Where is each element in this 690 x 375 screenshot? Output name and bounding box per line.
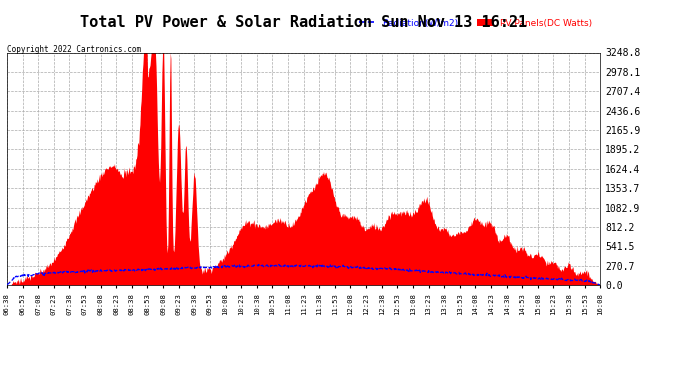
Legend: Radiation(W/m2), PV Panels(DC Watts): Radiation(W/m2), PV Panels(DC Watts) (355, 15, 595, 32)
Text: Total PV Power & Solar Radiation Sun Nov 13 16:21: Total PV Power & Solar Radiation Sun Nov… (80, 15, 527, 30)
Text: Copyright 2022 Cartronics.com: Copyright 2022 Cartronics.com (7, 45, 141, 54)
